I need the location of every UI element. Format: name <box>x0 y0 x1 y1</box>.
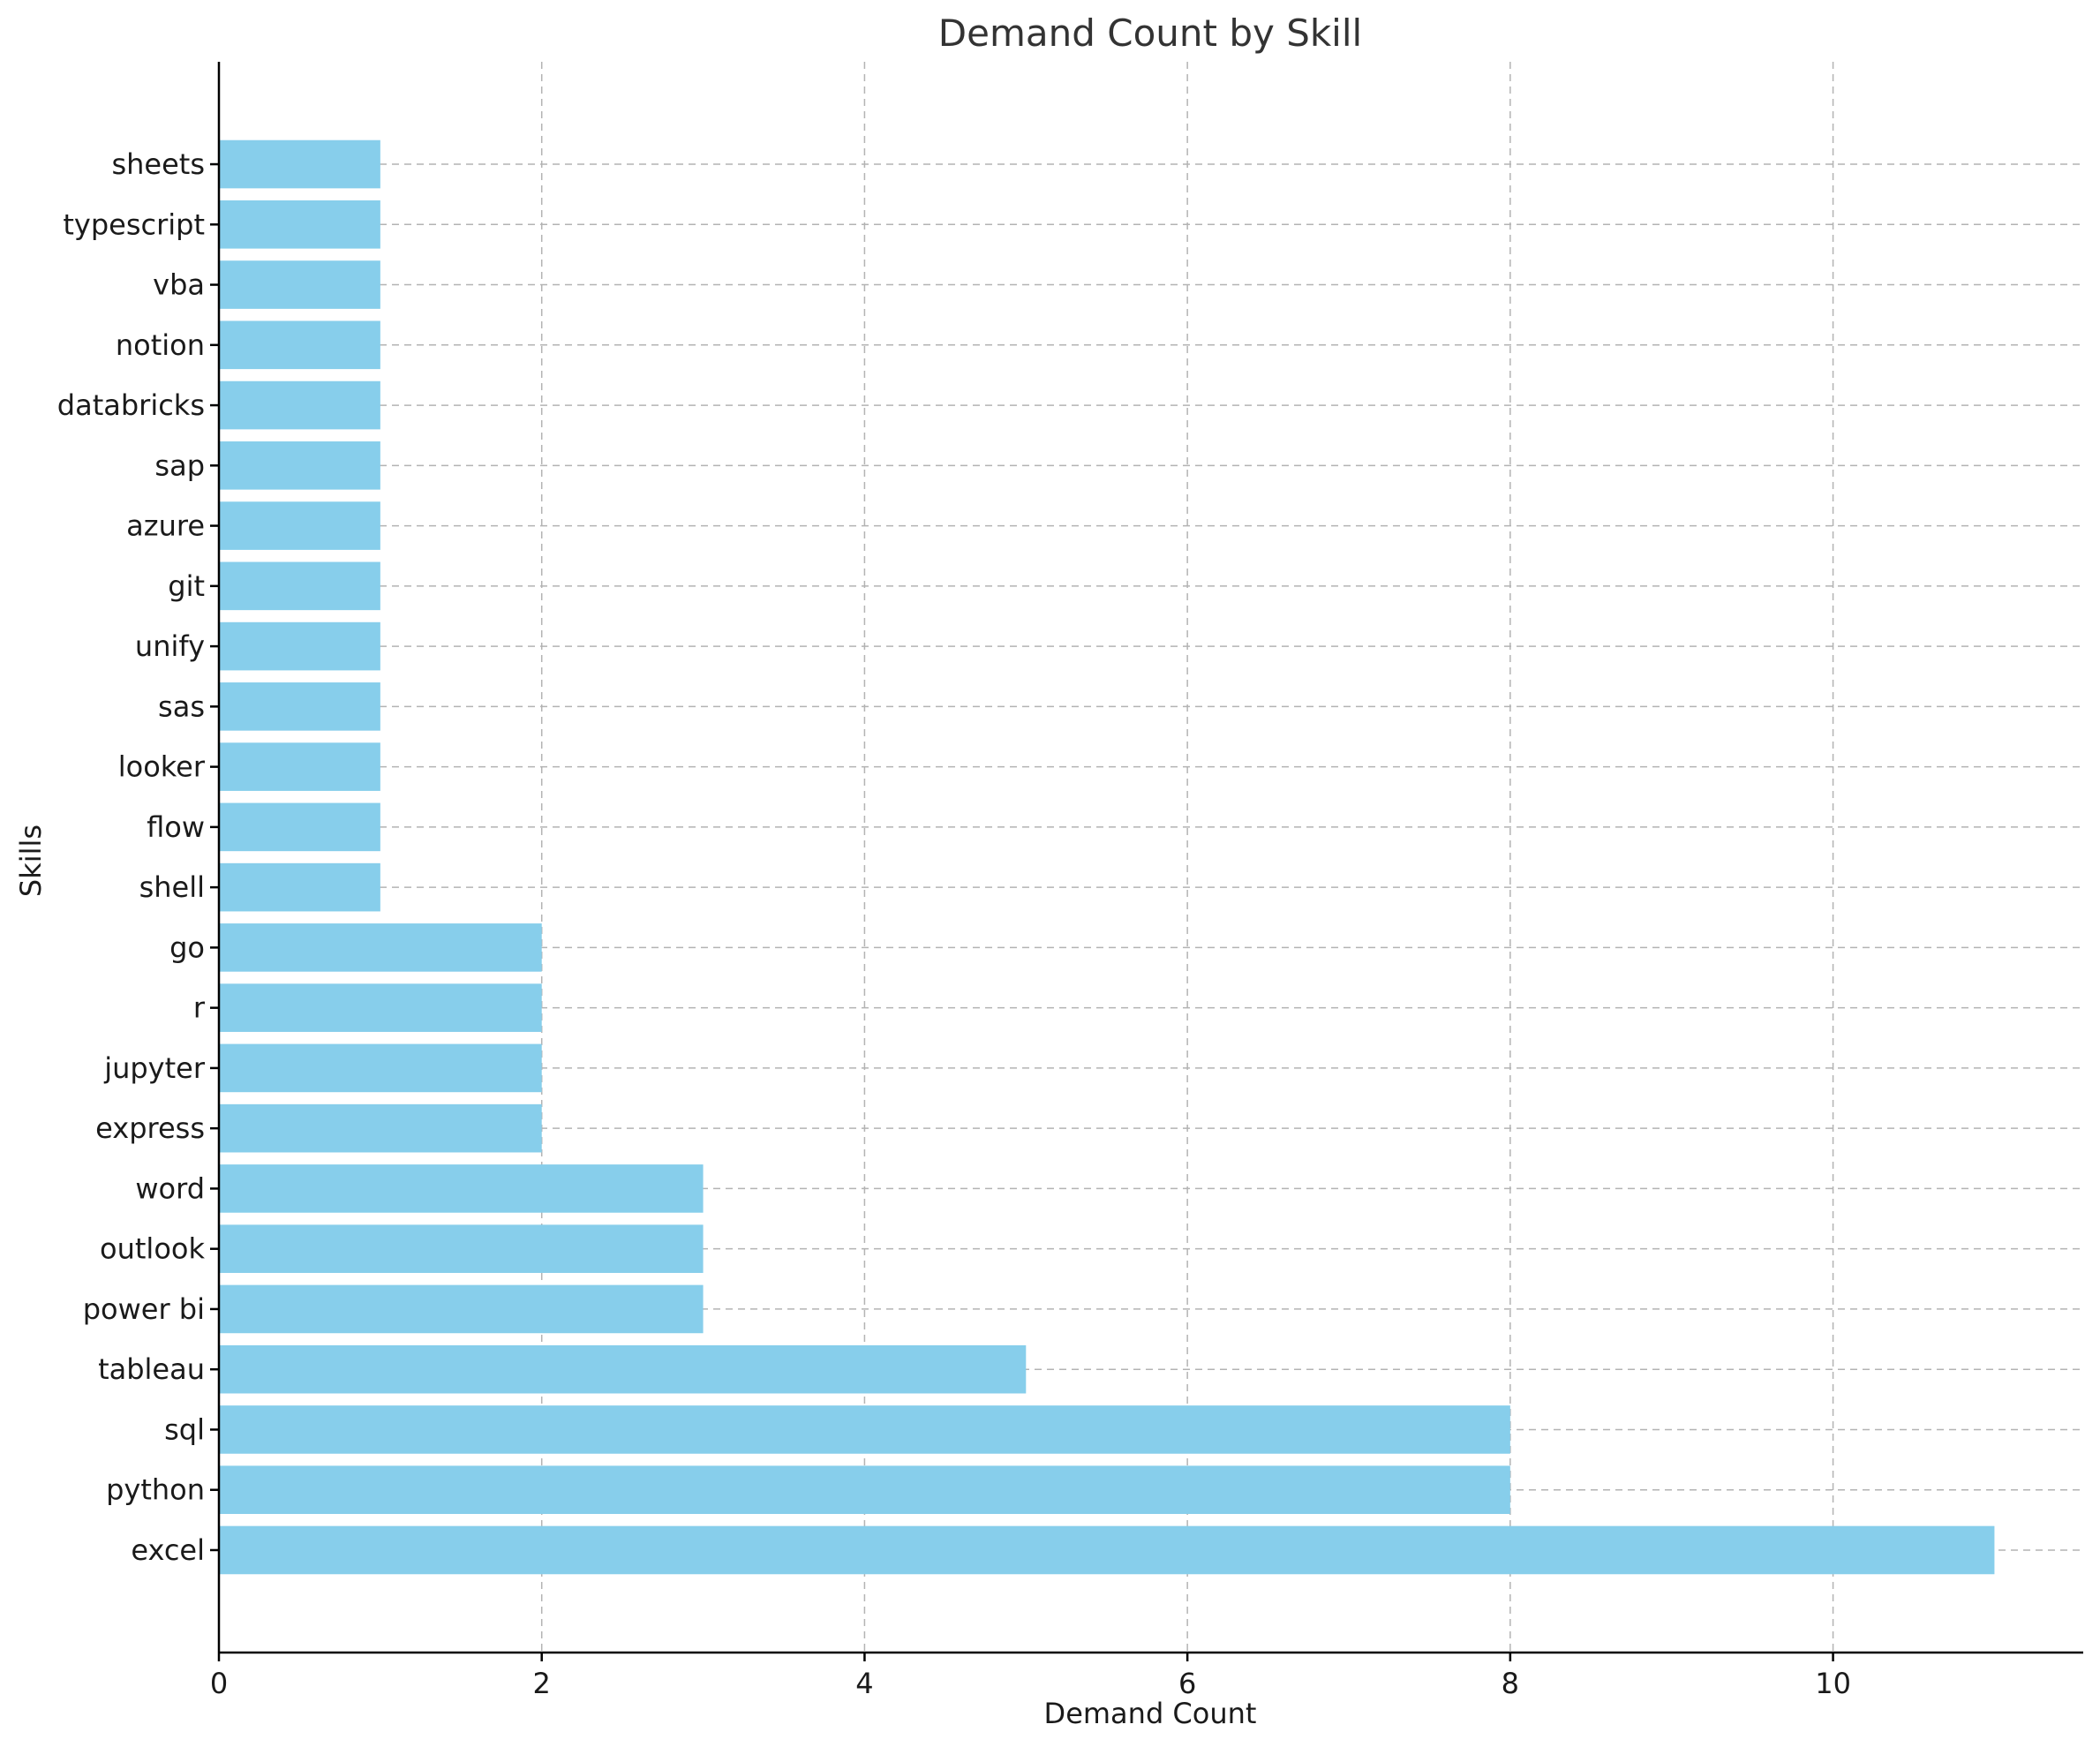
y-tick-label: jupyter <box>103 1051 206 1085</box>
y-tick-label: flow <box>147 810 205 844</box>
y-tick-label: vba <box>153 268 205 302</box>
y-tick-label: excel <box>131 1533 205 1567</box>
bars <box>219 139 1995 1575</box>
bar-outlook <box>219 1224 704 1273</box>
bar-r <box>219 983 542 1032</box>
y-tick-label: python <box>106 1473 205 1507</box>
bar-typescript <box>219 200 380 249</box>
y-tick-label: word <box>135 1171 205 1205</box>
bar-express <box>219 1103 542 1153</box>
y-tick-label: typescript <box>63 207 205 241</box>
y-tick-label: sas <box>158 689 205 723</box>
bar-unify <box>219 621 380 671</box>
x-tick-label: 8 <box>1502 1667 1519 1700</box>
bar-tableau <box>219 1344 1027 1394</box>
y-tick-label: sap <box>154 448 205 482</box>
axes: 0 2 4 6 8 10 excel python sql tableau power bi outl… <box>57 62 2083 1700</box>
y-tick-label: notion <box>116 328 205 362</box>
y-tick-label: sheets <box>111 147 205 181</box>
y-tick-label: go <box>169 930 205 964</box>
y-tick-label: databricks <box>57 388 205 422</box>
bar-shell <box>219 862 380 912</box>
y-tick-label: outlook <box>100 1232 205 1266</box>
bar-word <box>219 1164 704 1213</box>
bar-jupyter <box>219 1043 542 1093</box>
y-tick-label: unify <box>135 629 205 663</box>
x-tick-label: 2 <box>533 1667 551 1700</box>
y-tick-label: azure <box>126 509 205 543</box>
y-tick-label: r <box>193 991 206 1025</box>
bar-sas <box>219 682 380 731</box>
bar-python <box>219 1465 1510 1515</box>
y-tick-label: power bi <box>83 1292 205 1326</box>
y-tick-label: git <box>168 569 205 603</box>
bar-power-bi <box>219 1284 704 1334</box>
bar-looker <box>219 742 380 791</box>
bar-sheets <box>219 139 380 189</box>
bar-excel <box>219 1525 1995 1575</box>
y-tick-label: looker <box>118 750 206 784</box>
bar-sap <box>219 441 380 490</box>
x-tick-label: 6 <box>1178 1667 1196 1700</box>
bar-vba <box>219 260 380 309</box>
bar-go <box>219 923 542 972</box>
bar-azure <box>219 501 380 550</box>
bar-flow <box>219 802 380 852</box>
chart-title: Demand Count by Skill <box>938 11 1362 55</box>
y-tick-label: express <box>95 1111 205 1145</box>
y-tick-label: shell <box>139 870 205 904</box>
x-axis-label: Demand Count <box>1044 1697 1257 1730</box>
bar-notion <box>219 320 380 370</box>
x-tick-label: 10 <box>1815 1667 1851 1700</box>
bar-databricks <box>219 380 380 430</box>
bar-git <box>219 561 380 611</box>
y-tick-label: tableau <box>98 1352 205 1386</box>
x-tick-label: 0 <box>210 1667 228 1700</box>
x-tick-label: 4 <box>855 1667 873 1700</box>
y-tick-label: sql <box>164 1412 205 1446</box>
y-axis-label: Skills <box>14 825 48 897</box>
bar-sql <box>219 1405 1510 1454</box>
